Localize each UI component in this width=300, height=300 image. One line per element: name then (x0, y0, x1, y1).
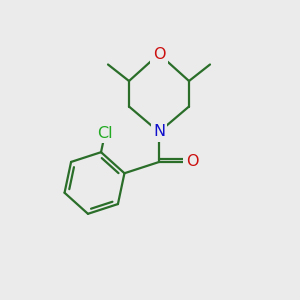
Text: O: O (153, 46, 165, 62)
Text: Cl: Cl (97, 126, 113, 141)
Text: O: O (186, 154, 198, 169)
Text: N: N (153, 124, 165, 140)
